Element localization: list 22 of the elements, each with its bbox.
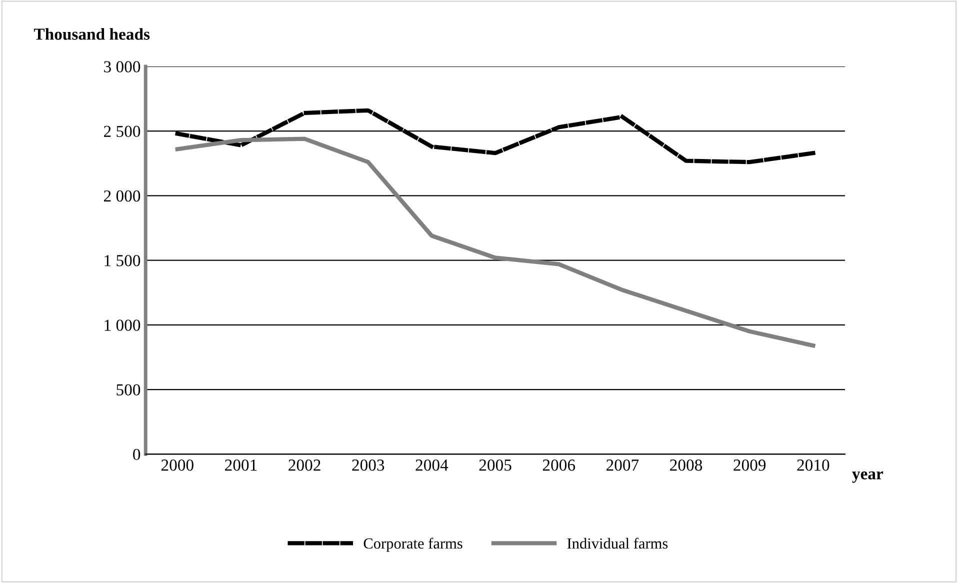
x-tick-label: 2007 — [606, 460, 639, 471]
x-tick-label: 2009 — [734, 460, 766, 471]
y-tick-label: 1 000 — [104, 320, 140, 331]
x-axis-title: year — [852, 471, 884, 483]
y-tick-label: 2 000 — [104, 190, 140, 202]
y-tick-label: 500 — [116, 384, 140, 396]
x-tick-label: 2001 — [225, 460, 257, 471]
y-tick-label: 0 — [133, 448, 140, 460]
x-tick-label: 2010 — [797, 460, 830, 471]
x-tick-label: 2002 — [288, 460, 320, 471]
x-tick-label: 2000 — [161, 460, 194, 471]
y-axis-title: Thousand heads — [34, 28, 150, 40]
x-tick-label: 2008 — [670, 460, 702, 471]
x-tick-label: 2003 — [352, 460, 384, 471]
x-tick-label: 2004 — [416, 460, 448, 471]
y-tick-label: 1 500 — [104, 255, 140, 266]
y-tick-label: 2 500 — [104, 126, 140, 138]
legend-label: Corporate farms — [364, 538, 462, 552]
legend-label: Individual farms — [567, 538, 668, 549]
x-tick-label: 2006 — [542, 460, 576, 471]
x-tick-label: 2005 — [479, 460, 512, 471]
y-tick-label: 3 000 — [104, 61, 140, 72]
